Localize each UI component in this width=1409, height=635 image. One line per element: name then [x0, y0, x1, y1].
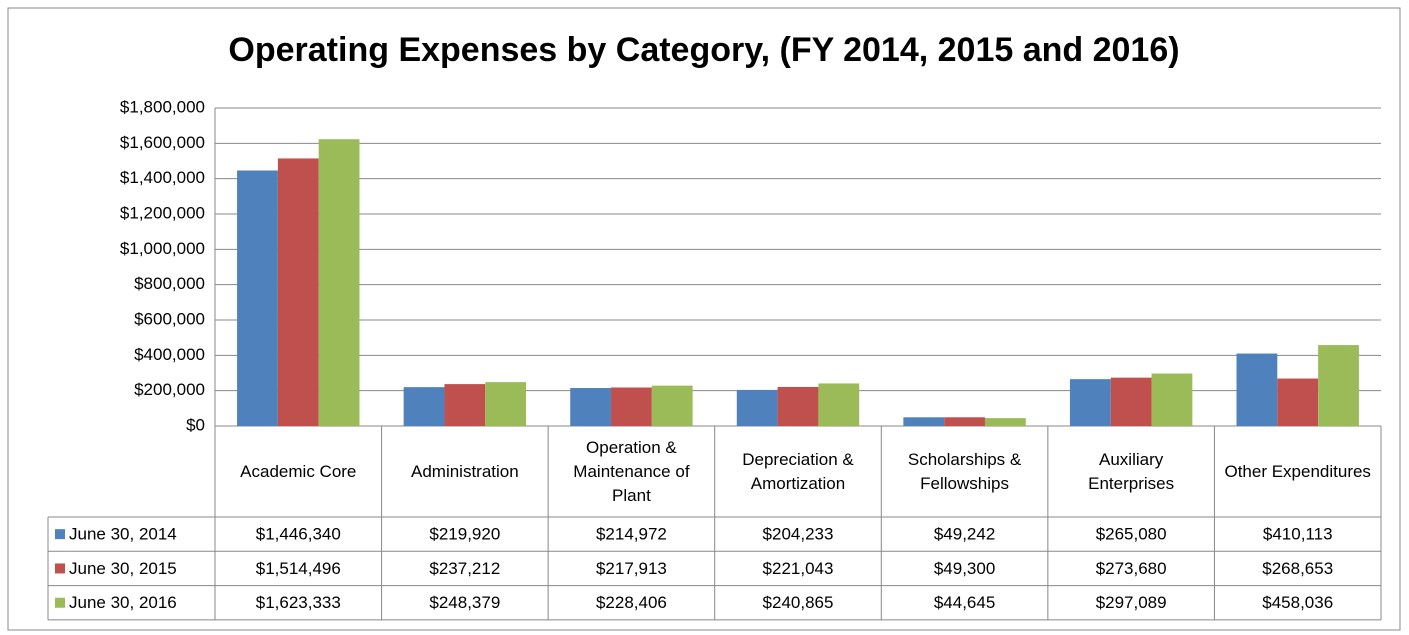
y-tick-label: $1,000,000 — [120, 239, 205, 258]
y-tick-label: $1,600,000 — [120, 133, 205, 152]
bar — [1318, 345, 1359, 426]
bar — [1277, 378, 1319, 426]
bar — [611, 387, 652, 426]
table-value: $248,379 — [429, 593, 500, 612]
bar — [485, 382, 527, 426]
bar — [403, 387, 445, 426]
bar — [651, 385, 693, 426]
chart-title: Operating Expenses by Category, (FY 2014… — [228, 31, 1179, 69]
legend-label: June 30, 2014 — [69, 525, 177, 544]
table-value: $1,446,340 — [256, 525, 341, 544]
table-value: $458,036 — [1262, 593, 1333, 612]
y-tick-label: $1,800,000 — [120, 97, 205, 116]
category-label: Auxiliary Enterprises — [1088, 449, 1175, 493]
legend-label: June 30, 2016 — [69, 593, 177, 612]
category-label: Administration — [410, 461, 519, 481]
bar — [444, 384, 486, 426]
bar — [1236, 353, 1278, 426]
chart-border — [7, 7, 1401, 631]
table-value: $273,680 — [1096, 559, 1167, 578]
bar — [944, 417, 985, 426]
category-label: Academic Core — [240, 461, 357, 481]
legend-key — [55, 529, 65, 540]
y-tick-label: $0 — [186, 415, 205, 434]
y-tick-label: $1,200,000 — [120, 203, 205, 222]
table-value: $1,514,496 — [256, 559, 341, 578]
bar — [777, 386, 819, 426]
y-tick-label: $200,000 — [134, 380, 205, 399]
table-value: $265,080 — [1096, 525, 1167, 544]
table-value: $268,653 — [1262, 559, 1333, 578]
y-tick-label: $800,000 — [134, 274, 205, 293]
legend-key — [55, 597, 65, 608]
bar — [277, 158, 319, 427]
category-label: Scholarships & Fellowships — [907, 449, 1022, 493]
table-value: $49,242 — [934, 525, 995, 544]
table-value: $297,089 — [1096, 593, 1167, 612]
bar — [1151, 373, 1193, 426]
bar — [736, 389, 778, 426]
table-value: $49,300 — [934, 559, 995, 578]
bar — [237, 170, 278, 426]
table-value: $44,645 — [934, 593, 995, 612]
table-value: $219,920 — [429, 525, 500, 544]
table-value: $221,043 — [763, 559, 834, 578]
category-label: Other Expenditures — [1224, 461, 1371, 481]
bar — [1069, 379, 1111, 426]
y-tick-label: $600,000 — [134, 309, 205, 328]
legend-key — [55, 563, 65, 574]
table-value: $204,233 — [763, 525, 834, 544]
table-value: $237,212 — [429, 559, 500, 578]
bar — [903, 417, 945, 426]
y-tick-label: $400,000 — [134, 345, 205, 364]
bar — [1110, 377, 1152, 426]
table-value: $240,865 — [763, 593, 834, 612]
table-value: $410,113 — [1263, 525, 1333, 544]
table-value: $217,913 — [596, 559, 667, 578]
table-value: $1,623,333 — [256, 593, 341, 612]
bar — [984, 418, 1026, 426]
legend-label: June 30, 2015 — [69, 559, 177, 578]
table-value: $214,972 — [596, 525, 667, 544]
category-label: Operation & Maintenance of Plant — [573, 437, 690, 505]
bar — [318, 139, 360, 426]
table-value: $228,406 — [596, 593, 667, 612]
y-tick-label: $1,400,000 — [120, 168, 205, 187]
bar — [570, 388, 612, 426]
category-label: Depreciation & Amortization — [742, 449, 854, 493]
bar — [818, 383, 860, 426]
